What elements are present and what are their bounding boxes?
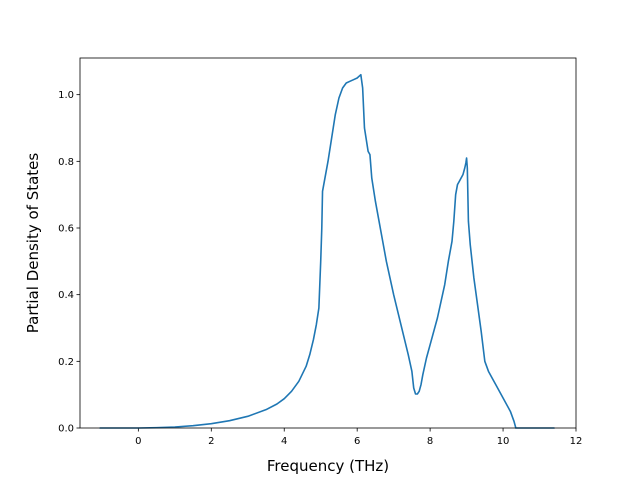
y-tick-label: 0.8 [58, 157, 74, 168]
x-tick-label: 4 [281, 436, 287, 447]
series-line [99, 73, 555, 429]
x-tick-label: 12 [570, 436, 583, 447]
x-axis: 0 2 4 6 8 10 12 [135, 428, 582, 447]
x-tick-label: 10 [497, 436, 510, 447]
plot-area [80, 58, 576, 428]
x-axis-label: Frequency (THz) [267, 457, 389, 475]
y-tick-label: 0.0 [58, 424, 74, 435]
x-tick-label: 2 [208, 436, 214, 447]
x-tick-label: 6 [354, 436, 360, 447]
x-tick-label: 0 [135, 436, 141, 447]
y-tick-label: 0.2 [58, 357, 74, 368]
series-layer [99, 73, 555, 429]
y-axis-label: Partial Density of States [24, 153, 42, 334]
y-tick-label: 0.4 [58, 290, 74, 301]
plot-frame [79, 57, 577, 429]
x-tick-label: 8 [427, 436, 433, 447]
y-tick-label: 1.0 [58, 90, 74, 101]
y-tick-label: 0.6 [58, 224, 74, 235]
y-axis: 0.0 0.2 0.4 0.6 0.8 1.0 [58, 90, 80, 435]
